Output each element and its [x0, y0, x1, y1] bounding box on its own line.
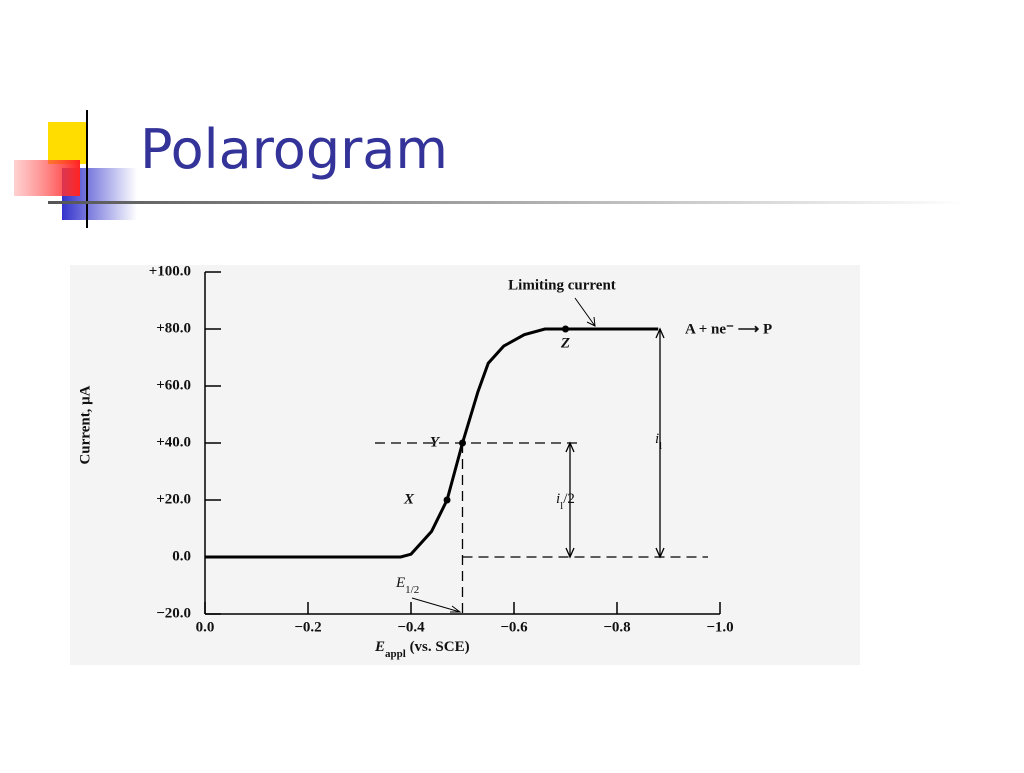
il-half-label-part: i	[556, 491, 560, 507]
limiting-pointer	[574, 297, 596, 327]
x-tick-label: −0.8	[603, 619, 630, 635]
y-tick-label: +60.0	[156, 377, 191, 393]
curve	[205, 327, 659, 559]
e-half-label-part: 1/2	[405, 584, 419, 596]
marked-point	[443, 496, 451, 504]
il-half-label-part: l	[560, 500, 563, 512]
marked-point	[562, 325, 569, 333]
x-tick-label: −0.4	[397, 619, 425, 635]
x-tick-label: 0.0	[196, 619, 215, 635]
il-half-arrow-head	[565, 441, 575, 559]
slide-title: Polarogram	[140, 118, 448, 181]
y-tick-label: +80.0	[156, 320, 191, 336]
il-half-label: il/2	[556, 491, 575, 511]
il-half-label-part: /2	[563, 491, 575, 507]
x-axis-title: Eappl (vs. SCE)	[374, 639, 470, 659]
point-label: X	[403, 491, 415, 507]
y-tick-label: 0.0	[172, 548, 191, 564]
y-tick-label: +20.0	[156, 491, 191, 507]
y-tick-label: −20.0	[156, 605, 191, 621]
y-axis-title: Current, μA	[77, 385, 93, 464]
y-tick-label: +100.0	[149, 263, 191, 279]
x-axis-title-part: (vs. SCE)	[406, 639, 470, 655]
limiting-label: Limiting current	[508, 277, 616, 293]
title-rule	[48, 201, 968, 204]
il-label-part: i	[655, 431, 659, 447]
x-tick-label: −0.2	[294, 619, 321, 635]
chart-background	[70, 265, 860, 665]
il-arrow-head	[655, 327, 665, 559]
e-half-label-part: E	[395, 575, 405, 591]
reaction-label: A + ne⁻ ⟶ P	[685, 321, 772, 337]
il-label: il	[655, 431, 662, 451]
x-tick-label: −0.6	[500, 619, 528, 635]
y-tick-label: +40.0	[156, 434, 191, 450]
point-label: Y	[430, 434, 441, 450]
marked-point	[459, 439, 466, 447]
deco-red	[14, 160, 80, 196]
deco-yellow	[48, 122, 88, 164]
x-axis-title-part: appl	[385, 648, 406, 660]
e-half-label: E1/2	[395, 575, 419, 595]
e-half-pointer	[411, 597, 462, 613]
il-label-part: l	[659, 440, 662, 452]
x-tick-label: −1.0	[706, 619, 733, 635]
point-label: Z	[560, 335, 570, 351]
x-axis-title-part: E	[374, 639, 385, 655]
chart: +100.0 +80.0 +60.0 +40.0 +20.0 0.0 −20.0 0.0 −0.…	[77, 263, 772, 659]
